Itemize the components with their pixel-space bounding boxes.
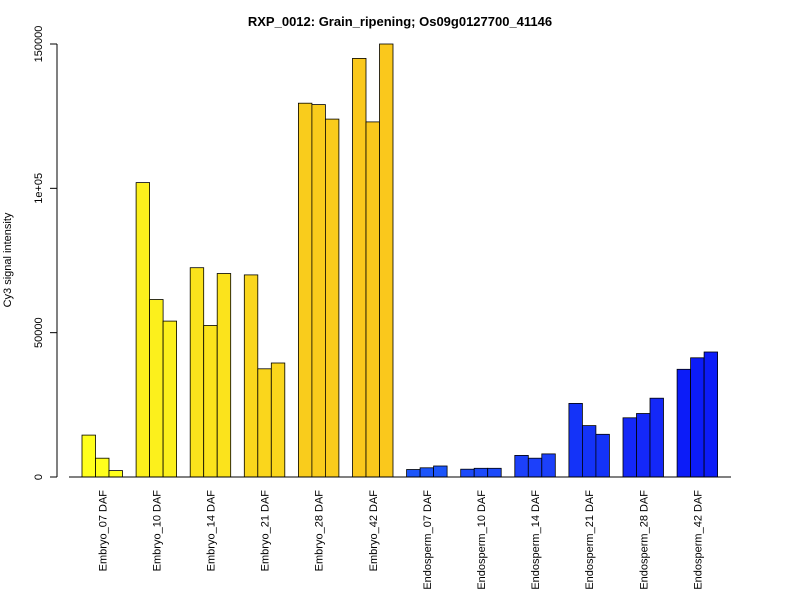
bar (676, 368, 691, 478)
bar (527, 457, 543, 478)
bar (636, 413, 651, 478)
x-tick-label: Endosperm_14 DAF (530, 490, 542, 590)
x-tick-label: Embryo_42 DAF (368, 490, 380, 572)
y-tick-label: 150000 (33, 26, 45, 63)
bar (352, 58, 367, 478)
bar (297, 102, 313, 478)
x-tick-label: Embryo_28 DAF (314, 490, 326, 572)
x-tick-label: Endosperm_10 DAF (476, 490, 488, 590)
y-tick-label: 50000 (33, 317, 45, 348)
x-tick-label: Embryo_07 DAF (97, 490, 109, 572)
bar (406, 469, 421, 478)
bar (203, 325, 218, 478)
y-tick-label: 1e+05 (33, 173, 45, 204)
bar (487, 467, 502, 478)
bar (257, 368, 272, 478)
bar (81, 434, 96, 478)
x-tick-label: Endosperm_21 DAF (584, 490, 596, 590)
bar (622, 417, 637, 478)
x-tick-label: Embryo_21 DAF (260, 490, 272, 572)
x-tick-label: Embryo_14 DAF (205, 490, 217, 572)
bar (324, 118, 340, 478)
x-tick-label: Endosperm_42 DAF (692, 490, 704, 590)
bar (216, 273, 232, 478)
y-axis-label: Cy3 signal intensity (2, 212, 14, 307)
bar (365, 121, 380, 478)
y-tick-label: 0 (33, 474, 45, 480)
bar (108, 470, 123, 478)
bar (135, 182, 151, 478)
bar (514, 454, 529, 478)
bar (568, 402, 583, 478)
bar (460, 468, 475, 478)
bar (189, 267, 205, 478)
bar (162, 320, 178, 478)
chart-title: RXP_0012: Grain_ripening; Os09g0127700_4… (248, 14, 552, 29)
bars-group (81, 43, 718, 478)
bar (703, 351, 718, 478)
bar (95, 457, 110, 478)
bar (541, 453, 556, 478)
bar (311, 104, 326, 478)
x-tick-labels: Embryo_07 DAF Embryo_10 DAF Embryo_14 DAF E… (97, 490, 704, 590)
bar (582, 425, 597, 478)
x-tick-label: Endosperm_28 DAF (638, 490, 650, 590)
bar (595, 433, 610, 478)
bar (419, 467, 435, 478)
bar (649, 397, 664, 478)
bar (473, 467, 489, 478)
x-tick-label: Embryo_10 DAF (151, 490, 163, 572)
bar (379, 43, 394, 478)
bar (690, 357, 705, 478)
bar (243, 274, 259, 478)
bar (270, 362, 286, 478)
bar (433, 465, 448, 478)
bar (149, 299, 164, 478)
x-tick-label: Endosperm_07 DAF (422, 490, 434, 590)
y-axis: 0 50000 1e+05 150000 (33, 26, 58, 480)
